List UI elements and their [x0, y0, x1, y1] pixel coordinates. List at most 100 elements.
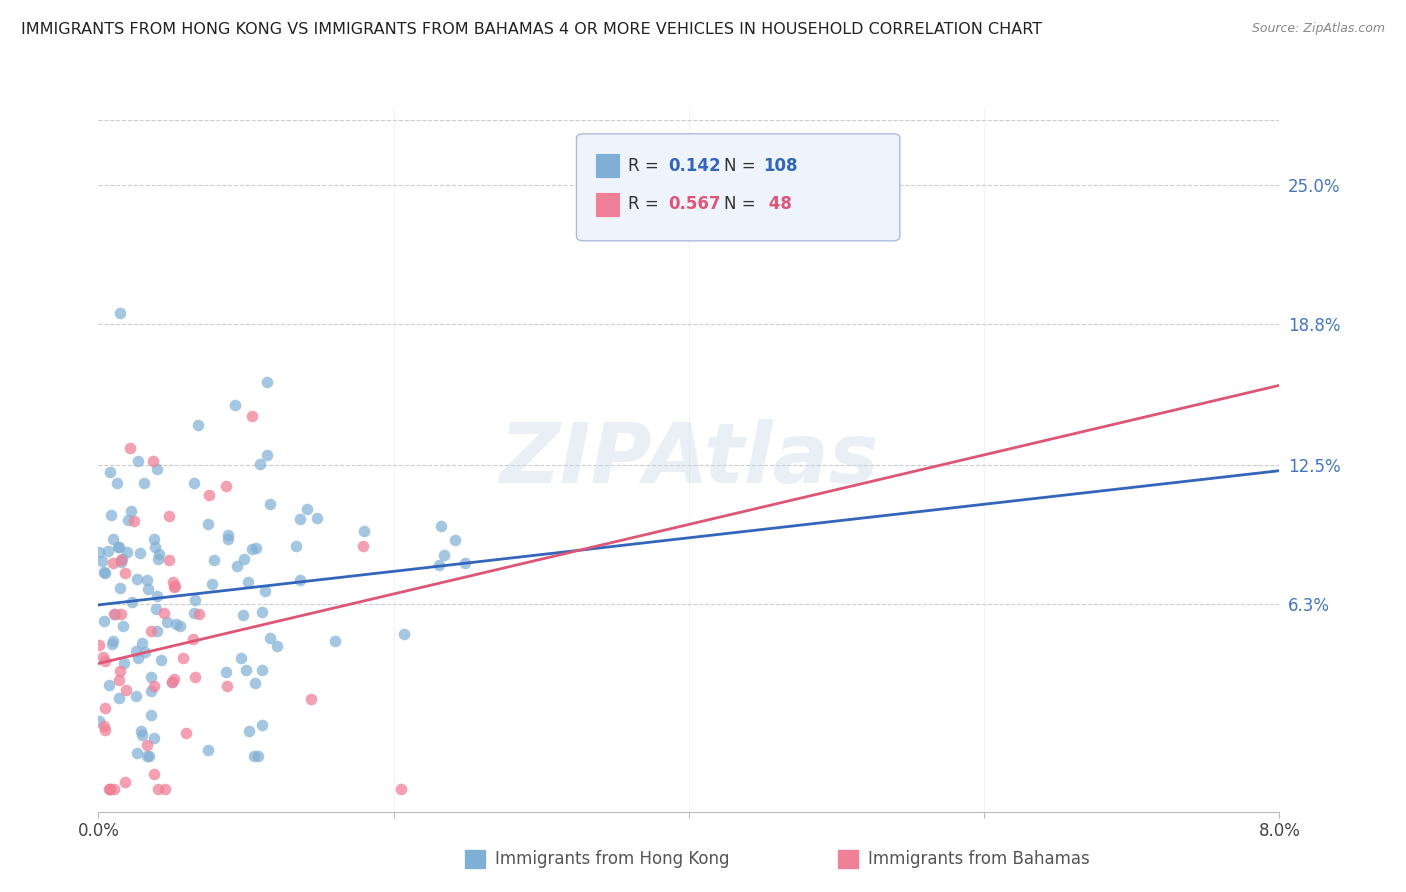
Point	[90, 553, 112, 567]
Point	[215, 665, 238, 680]
Point	[245, 541, 267, 555]
Point	[134, 476, 156, 491]
Point	[93, 718, 115, 732]
Point	[131, 636, 153, 650]
Point	[157, 509, 180, 524]
Point	[183, 475, 205, 490]
Point	[243, 676, 266, 690]
Point	[162, 575, 184, 590]
Point	[127, 454, 149, 468]
Point	[98, 782, 121, 797]
Point	[98, 678, 121, 692]
Point	[101, 634, 124, 648]
Point	[285, 540, 308, 554]
Point	[184, 670, 207, 684]
Point	[215, 479, 238, 493]
Point	[259, 632, 281, 646]
Point	[145, 602, 167, 616]
Y-axis label: 4 or more Vehicles in Household: 4 or more Vehicles in Household	[0, 335, 7, 583]
Point	[256, 375, 278, 389]
Point	[131, 728, 153, 742]
Point	[288, 573, 311, 587]
Point	[353, 524, 375, 538]
Point	[120, 504, 142, 518]
Point	[114, 775, 136, 789]
Point	[184, 593, 207, 607]
Point	[108, 581, 131, 595]
Point	[229, 651, 252, 665]
Point	[112, 656, 135, 670]
Point	[444, 533, 467, 547]
Point	[153, 782, 176, 797]
Point	[125, 643, 148, 657]
Text: Source: ZipAtlas.com: Source: ZipAtlas.com	[1251, 22, 1385, 36]
Point	[299, 691, 322, 706]
Point	[224, 398, 246, 412]
Point	[98, 782, 121, 797]
Point	[114, 566, 136, 581]
Point	[107, 540, 129, 554]
Point	[187, 607, 209, 622]
Point	[156, 615, 179, 629]
Point	[100, 782, 122, 797]
Point	[148, 782, 170, 797]
Point	[162, 675, 184, 690]
Point	[142, 679, 165, 693]
Point	[104, 607, 127, 622]
Point	[93, 566, 115, 580]
Point	[163, 580, 186, 594]
Point	[110, 552, 132, 566]
Point	[89, 714, 111, 729]
Point	[125, 689, 148, 703]
Point	[138, 748, 160, 763]
Point	[101, 533, 124, 547]
Point	[125, 747, 148, 761]
Point	[305, 511, 328, 525]
Point	[250, 718, 273, 732]
Text: IMMIGRANTS FROM HONG KONG VS IMMIGRANTS FROM BAHAMAS 4 OR MORE VEHICLES IN HOUSE: IMMIGRANTS FROM HONG KONG VS IMMIGRANTS …	[21, 22, 1042, 37]
Point	[108, 690, 131, 705]
Point	[238, 723, 260, 738]
Point	[110, 555, 132, 569]
Point	[94, 654, 117, 668]
Point	[181, 632, 204, 647]
Point	[105, 475, 128, 490]
Text: 0.567: 0.567	[668, 195, 720, 213]
Point	[215, 680, 238, 694]
Text: R =: R =	[628, 157, 665, 175]
Point	[201, 577, 224, 591]
Point	[183, 606, 205, 620]
Point	[87, 638, 110, 652]
Point	[217, 527, 239, 541]
Point	[454, 557, 477, 571]
Point	[134, 645, 156, 659]
Point	[252, 605, 274, 619]
Point	[146, 624, 169, 638]
Point	[153, 607, 176, 621]
Point	[117, 513, 139, 527]
Point	[254, 584, 277, 599]
Point	[139, 670, 162, 684]
Point	[142, 533, 165, 547]
Point	[202, 552, 225, 566]
Text: Immigrants from Hong Kong: Immigrants from Hong Kong	[495, 850, 730, 868]
Point	[150, 653, 173, 667]
Text: 48: 48	[763, 195, 793, 213]
Point	[112, 619, 135, 633]
Point	[160, 674, 183, 689]
Point	[290, 512, 312, 526]
Text: 108: 108	[763, 157, 799, 175]
Point	[103, 782, 125, 797]
Point	[128, 546, 150, 560]
Point	[217, 533, 239, 547]
Point	[115, 683, 138, 698]
Point	[233, 551, 256, 566]
Point	[94, 701, 117, 715]
Point	[389, 782, 412, 797]
Point	[148, 547, 170, 561]
Point	[94, 566, 117, 581]
Point	[97, 544, 120, 558]
Point	[236, 574, 259, 589]
Point	[323, 633, 346, 648]
Point	[118, 441, 141, 455]
